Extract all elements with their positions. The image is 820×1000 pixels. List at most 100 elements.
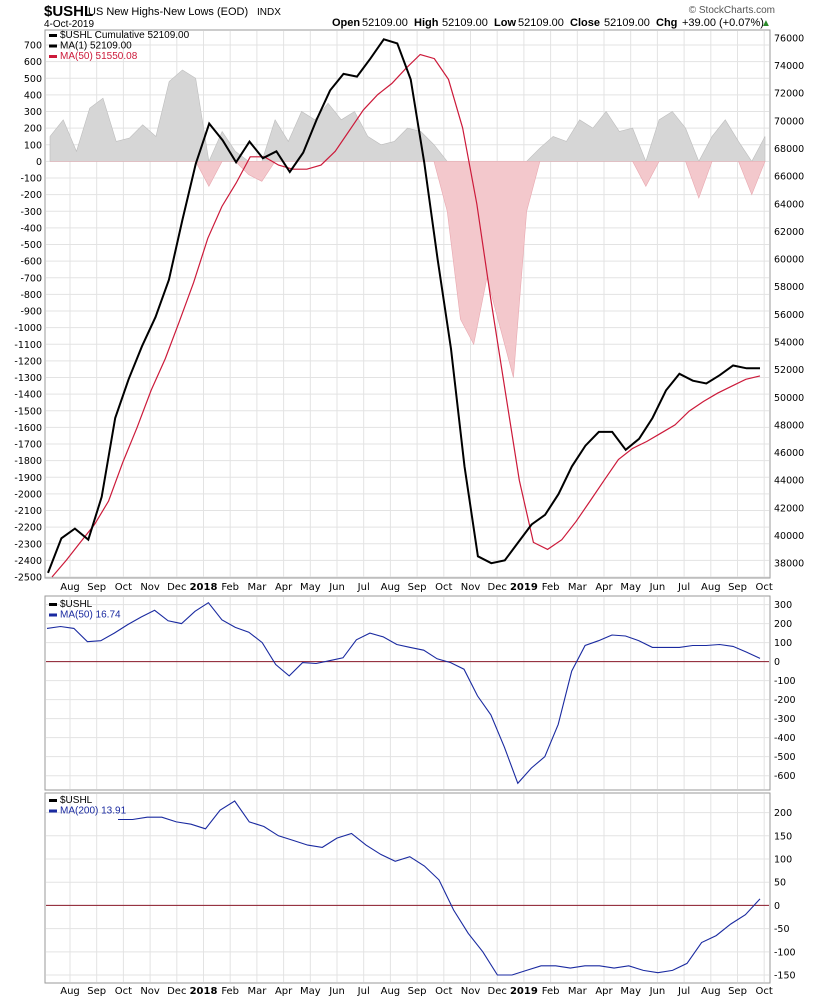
left-tick-label: 200 <box>24 124 42 135</box>
right-tick-label: 50 <box>774 878 786 889</box>
x-tick-label-bottom: Sep <box>87 986 106 997</box>
x-tick-label-bottom: Feb <box>542 986 560 997</box>
x-tick-label-bottom: Sep <box>728 986 747 997</box>
x-tick-label-top: Jul <box>357 582 370 593</box>
right-tick-label: -400 <box>774 733 796 744</box>
left-tick-label: -2400 <box>14 556 42 567</box>
x-tick-label-bottom: Oct <box>435 986 452 997</box>
left-tick-label: -1100 <box>14 340 42 351</box>
x-tick-label-bottom: Jun <box>649 986 666 997</box>
x-tick-label-bottom: Jul <box>677 986 690 997</box>
x-tick-label-bottom: Apr <box>275 986 293 997</box>
left-tick-label: -1500 <box>14 406 42 417</box>
left-tick-label: -1900 <box>14 473 42 484</box>
right-tick-label: -50 <box>774 924 790 935</box>
right-tick-label: 200 <box>774 808 792 819</box>
right-tick-label: 68000 <box>774 144 804 155</box>
ma200-oscillator-line <box>118 800 761 976</box>
legend-label: $USHL Cumulative 52109.00 <box>60 30 190 41</box>
left-tick-label: -1000 <box>14 323 42 334</box>
x-tick-label-bottom: Mar <box>247 986 267 997</box>
ma50-oscillator-line <box>46 601 761 785</box>
x-tick-label-top: Mar <box>568 582 588 593</box>
legend-label: MA(50) 16.74 <box>60 610 121 621</box>
left-tick-label: 500 <box>24 74 42 85</box>
x-tick-label-top: Dec <box>167 582 186 593</box>
x-tick-label-top: Oct <box>756 582 773 593</box>
histogram-positive-area <box>49 69 766 163</box>
left-tick-label: -800 <box>20 290 42 301</box>
x-tick-label-bottom: Mar <box>568 986 588 997</box>
right-tick-label: 0 <box>774 657 780 668</box>
right-tick-label: -150 <box>774 971 796 982</box>
right-tick-label: 150 <box>774 831 792 842</box>
right-tick-label: 46000 <box>774 448 804 459</box>
right-tick-label: 60000 <box>774 255 804 266</box>
x-tick-label-top: Feb <box>542 582 560 593</box>
x-tick-label-bottom: Jun <box>328 986 345 997</box>
left-tick-label: 0 <box>36 157 42 168</box>
left-tick-label: -400 <box>20 223 42 234</box>
x-tick-label-bottom: Dec <box>488 986 507 997</box>
right-tick-label: 56000 <box>774 310 804 321</box>
left-tick-label: -200 <box>20 190 42 201</box>
x-tick-label-bottom: Oct <box>115 986 132 997</box>
open-value: 52109.00 <box>362 17 408 29</box>
x-tick-label-bottom: Aug <box>381 986 401 997</box>
left-tick-label: 600 <box>24 57 42 68</box>
left-tick-label: 300 <box>24 107 42 118</box>
x-tick-label-top: Apr <box>595 582 613 593</box>
x-tick-label-bottom: Nov <box>461 986 481 997</box>
left-tick-label: 100 <box>24 140 42 151</box>
right-tick-label: 64000 <box>774 199 804 210</box>
x-tick-label-bottom: Feb <box>221 986 239 997</box>
x-tick-label-top: Jun <box>328 582 345 593</box>
right-tick-label: -300 <box>774 714 796 725</box>
x-tick-label-top: Sep <box>87 582 106 593</box>
x-tick-label-bottom: Aug <box>701 986 721 997</box>
right-tick-label: 62000 <box>774 227 804 238</box>
legend-label: MA(50) 51550.08 <box>60 51 138 62</box>
brand-watermark: © StockCharts.com <box>689 5 775 16</box>
x-tick-label-top: Feb <box>221 582 239 593</box>
histogram-layer <box>49 69 766 378</box>
left-tick-label: -2100 <box>14 506 42 517</box>
left-tick-label: -2000 <box>14 489 42 500</box>
right-tick-label: -200 <box>774 695 796 706</box>
right-tick-label: 44000 <box>774 476 804 487</box>
chart-exchange: INDX <box>257 7 281 18</box>
x-tick-label-top: May <box>300 582 321 593</box>
right-tick-label: -100 <box>774 947 796 958</box>
left-tick-label: -2200 <box>14 523 42 534</box>
right-tick-label: -500 <box>774 752 796 763</box>
right-tick-label: 200 <box>774 619 792 630</box>
ma50-panel-frame <box>44 595 771 791</box>
legend-label: $USHL <box>60 795 93 806</box>
left-tick-label: -700 <box>20 273 42 284</box>
x-tick-label-top: Aug <box>701 582 721 593</box>
x-tick-label-bottom: 2018 <box>190 986 218 997</box>
cumulative-line <box>47 38 761 574</box>
left-tick-label: -600 <box>20 257 42 268</box>
x-tick-label-bottom: 2019 <box>510 986 538 997</box>
low-label: Low <box>494 17 516 29</box>
x-tick-label-top: 2018 <box>190 582 218 593</box>
grid-layer <box>46 31 769 982</box>
legend-swatch <box>49 799 57 802</box>
x-tick-label-bottom: Nov <box>140 986 160 997</box>
x-tick-label-top: Apr <box>275 582 293 593</box>
right-tick-label: 40000 <box>774 531 804 542</box>
x-tick-label-top: Aug <box>60 582 80 593</box>
right-tick-label: -100 <box>774 676 796 687</box>
x-tick-label-bottom: Aug <box>60 986 80 997</box>
x-tick-label-top: Sep <box>408 582 427 593</box>
legend-label: MA(200) 13.91 <box>60 806 127 817</box>
right-tick-label: 0 <box>774 901 780 912</box>
right-tick-label: 100 <box>774 638 792 649</box>
x-tick-label-bottom: Dec <box>167 986 186 997</box>
x-tick-label-top: Oct <box>435 582 452 593</box>
chg-label: Chg <box>656 17 677 29</box>
x-tick-label-bottom: May <box>620 986 641 997</box>
